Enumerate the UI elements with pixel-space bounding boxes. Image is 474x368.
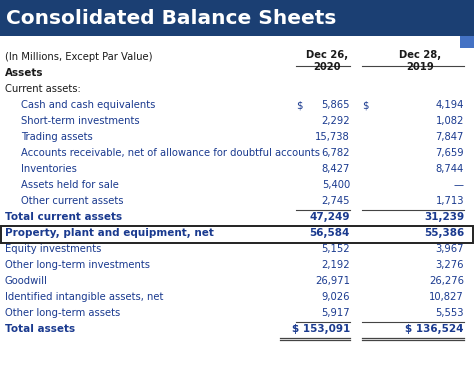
Text: 2,745: 2,745 bbox=[321, 196, 350, 206]
Text: 8,427: 8,427 bbox=[322, 164, 350, 174]
Text: 26,971: 26,971 bbox=[315, 276, 350, 286]
Text: Other current assets: Other current assets bbox=[21, 196, 124, 206]
Text: 3,967: 3,967 bbox=[436, 244, 464, 254]
Text: 5,400: 5,400 bbox=[322, 180, 350, 190]
Text: 6,782: 6,782 bbox=[321, 148, 350, 158]
Text: 5,553: 5,553 bbox=[436, 308, 464, 318]
Text: Total current assets: Total current assets bbox=[5, 212, 122, 222]
Text: $ 136,524: $ 136,524 bbox=[405, 324, 464, 334]
Text: 1,082: 1,082 bbox=[436, 116, 464, 126]
Text: $ 153,091: $ 153,091 bbox=[292, 324, 350, 334]
Text: Equity investments: Equity investments bbox=[5, 244, 101, 254]
Text: 10,827: 10,827 bbox=[429, 292, 464, 302]
Text: 15,738: 15,738 bbox=[315, 132, 350, 142]
Text: 7,847: 7,847 bbox=[436, 132, 464, 142]
Text: 55,386: 55,386 bbox=[424, 228, 464, 238]
Text: 9,026: 9,026 bbox=[321, 292, 350, 302]
Text: 5,917: 5,917 bbox=[321, 308, 350, 318]
Text: Dec 26,
2020: Dec 26, 2020 bbox=[306, 50, 348, 72]
Text: 2,192: 2,192 bbox=[321, 260, 350, 270]
Text: 26,276: 26,276 bbox=[429, 276, 464, 286]
Text: 1,713: 1,713 bbox=[436, 196, 464, 206]
Text: Short-term investments: Short-term investments bbox=[21, 116, 140, 126]
Text: Other long-term investments: Other long-term investments bbox=[5, 260, 150, 270]
Text: Accounts receivable, net of allowance for doubtful accounts: Accounts receivable, net of allowance fo… bbox=[21, 148, 320, 158]
FancyBboxPatch shape bbox=[460, 36, 474, 48]
Text: 5,152: 5,152 bbox=[321, 244, 350, 254]
Text: Total assets: Total assets bbox=[5, 324, 75, 334]
Text: Other long-term assets: Other long-term assets bbox=[5, 308, 120, 318]
Text: Goodwill: Goodwill bbox=[5, 276, 48, 286]
Text: Identified intangible assets, net: Identified intangible assets, net bbox=[5, 292, 164, 302]
Text: Property, plant and equipment, net: Property, plant and equipment, net bbox=[5, 228, 214, 238]
Text: 31,239: 31,239 bbox=[424, 212, 464, 222]
Text: Assets: Assets bbox=[5, 68, 44, 78]
Text: (In Millions, Except Par Value): (In Millions, Except Par Value) bbox=[5, 52, 153, 62]
Text: Inventories: Inventories bbox=[21, 164, 77, 174]
Text: 47,249: 47,249 bbox=[310, 212, 350, 222]
Text: Cash and cash equivalents: Cash and cash equivalents bbox=[21, 100, 155, 110]
Text: 8,744: 8,744 bbox=[436, 164, 464, 174]
Text: —: — bbox=[454, 180, 464, 190]
Text: Assets held for sale: Assets held for sale bbox=[21, 180, 119, 190]
Text: 3,276: 3,276 bbox=[436, 260, 464, 270]
Text: Trading assets: Trading assets bbox=[21, 132, 93, 142]
Text: 7,659: 7,659 bbox=[436, 148, 464, 158]
Text: Consolidated Balance Sheets: Consolidated Balance Sheets bbox=[6, 8, 337, 28]
Text: 56,584: 56,584 bbox=[310, 228, 350, 238]
Text: $: $ bbox=[296, 100, 302, 110]
FancyBboxPatch shape bbox=[0, 0, 474, 36]
Text: $: $ bbox=[362, 100, 368, 110]
Text: 5,865: 5,865 bbox=[321, 100, 350, 110]
Text: 2,292: 2,292 bbox=[321, 116, 350, 126]
Text: 4,194: 4,194 bbox=[436, 100, 464, 110]
Text: Dec 28,
2019: Dec 28, 2019 bbox=[399, 50, 441, 72]
Text: Current assets:: Current assets: bbox=[5, 84, 81, 94]
